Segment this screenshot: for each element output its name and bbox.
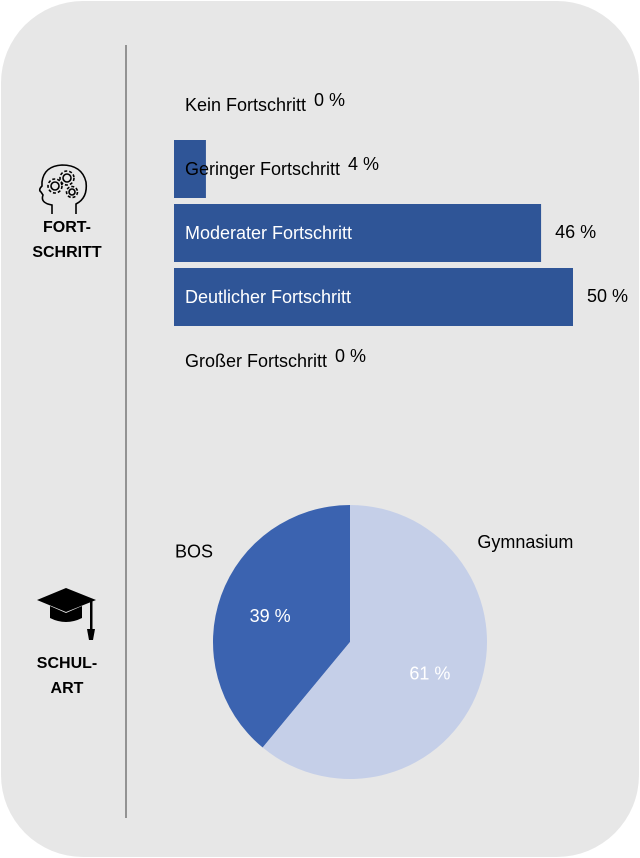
section-label: ART	[51, 680, 84, 697]
section-label: FORT-	[43, 219, 91, 236]
value-label: 0 %	[335, 346, 366, 366]
slice-category-label: BOS	[175, 542, 213, 562]
section-label: SCHRITT	[32, 244, 102, 261]
bar	[174, 204, 542, 262]
value-label: 46 %	[555, 222, 596, 242]
category-label: Großer Fortschritt	[185, 351, 327, 371]
slice-value-label: 61 %	[409, 664, 450, 684]
slice-category-label: Gymnasium	[477, 532, 573, 552]
category-label: Deutlicher Fortschritt	[185, 287, 351, 307]
pie-slice	[213, 505, 350, 748]
bar	[174, 268, 573, 326]
progress-icon	[38, 164, 88, 214]
category-label: Kein Fortschritt	[185, 95, 306, 115]
pie-slice	[262, 505, 488, 779]
value-label: 50 %	[587, 286, 628, 306]
section-label: SCHUL-	[37, 655, 97, 672]
bar	[174, 140, 206, 198]
value-label: 4 %	[348, 154, 379, 174]
value-label: 0 %	[314, 90, 345, 110]
slice-value-label: 39 %	[250, 606, 291, 626]
category-label: Moderater Fortschritt	[185, 223, 352, 243]
school-icon	[37, 588, 96, 640]
category-label: Geringer Fortschritt	[185, 159, 340, 179]
